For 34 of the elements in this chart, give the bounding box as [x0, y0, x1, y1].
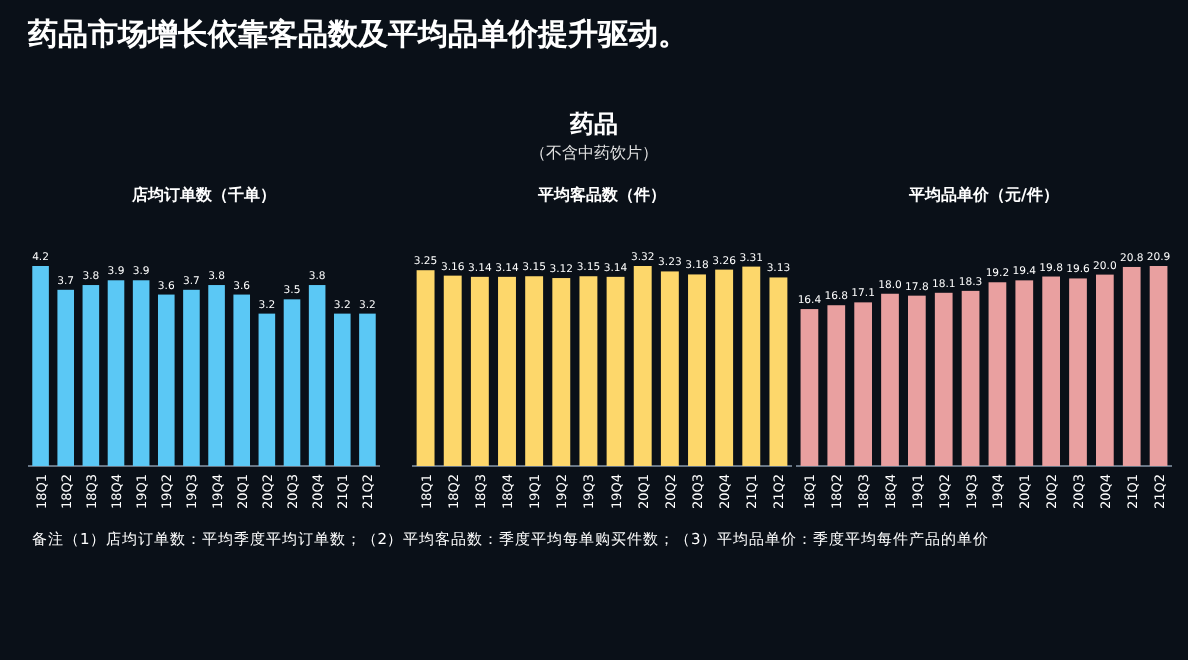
- bar: [183, 289, 200, 466]
- bar: [1069, 278, 1087, 466]
- bar: [934, 292, 953, 466]
- bar: [258, 313, 276, 466]
- bar: [132, 280, 150, 466]
- text: 药品: [568, 110, 618, 138]
- bar: [988, 282, 1007, 466]
- bar: [1095, 274, 1114, 466]
- bar: [907, 295, 926, 466]
- bar: [157, 294, 175, 466]
- chart-title: 平均客品数（件）: [536, 184, 666, 204]
- bar: [827, 305, 846, 466]
- bar: [961, 290, 980, 466]
- bar: [359, 313, 376, 466]
- bar: [1015, 280, 1034, 466]
- text: 药品市场增长依靠客品数及平均品单价提升驱动。: [26, 16, 688, 52]
- bar: [107, 280, 125, 466]
- bar: [800, 309, 819, 466]
- bar: [283, 299, 301, 466]
- bar: [32, 266, 49, 466]
- text: （不含中药饮片）: [530, 144, 658, 162]
- bar: [854, 302, 873, 466]
- bar: [82, 285, 100, 466]
- bar: [881, 293, 899, 466]
- bar: [1042, 276, 1061, 466]
- bar: [233, 294, 251, 466]
- bar: [57, 289, 75, 466]
- bar: [308, 285, 326, 466]
- bar: [1122, 266, 1141, 466]
- chart-title: 店均订单数（千单）: [130, 184, 276, 204]
- chart-title: 平均品单价（元/件）: [907, 186, 1059, 204]
- bar: [208, 285, 225, 466]
- bar: [1149, 266, 1168, 466]
- bar: [333, 313, 351, 466]
